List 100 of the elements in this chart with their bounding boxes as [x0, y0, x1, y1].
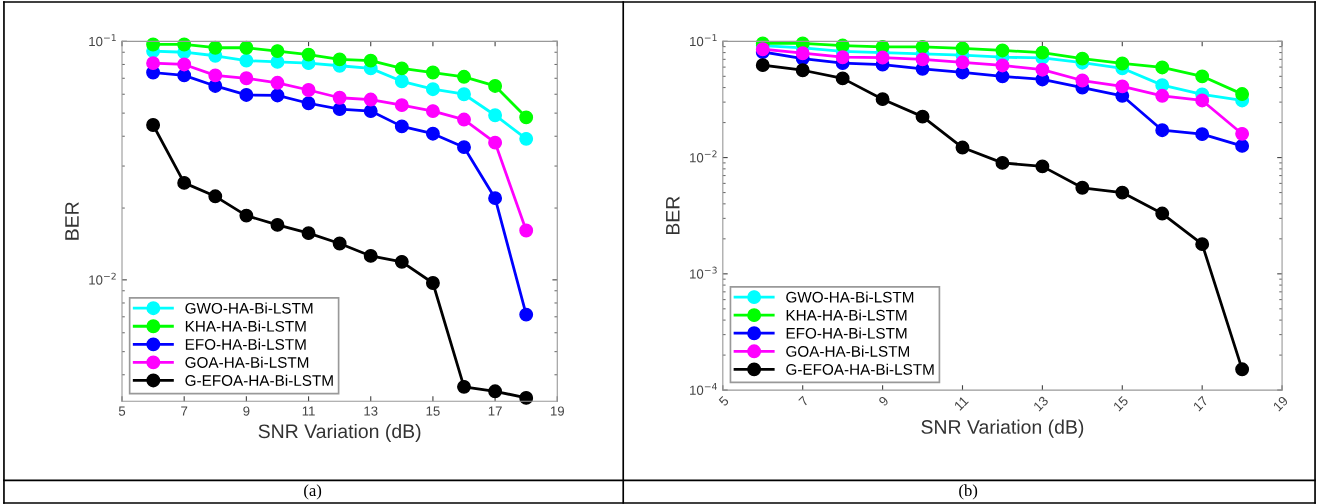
x-tick-label: 11: [302, 406, 315, 416]
point: [457, 112, 471, 127]
point: [795, 46, 810, 61]
point: [1035, 45, 1050, 60]
legend-label: KHA-HA-Bi-LSTM: [786, 309, 907, 321]
point: [915, 109, 930, 124]
point: [519, 223, 534, 238]
point: [755, 58, 770, 73]
point: [519, 110, 534, 125]
x-tick-label: 13: [364, 406, 378, 416]
point: [1235, 87, 1250, 101]
point: [239, 71, 254, 86]
legend-label: G-EFOA-HA-Bi-LSTM: [185, 374, 333, 386]
point: [1115, 185, 1130, 200]
point: [394, 74, 409, 89]
point: [1195, 127, 1210, 142]
x-tick-label: 15: [1112, 395, 1129, 412]
point: [457, 69, 471, 84]
point: [1155, 60, 1170, 75]
point: [363, 53, 378, 68]
point: [1235, 126, 1250, 141]
point: [1235, 138, 1250, 153]
x-axis-title: SNR Variation (dB): [258, 423, 421, 443]
point: [146, 118, 161, 132]
point: [457, 140, 471, 155]
point: [363, 104, 378, 119]
point: [394, 61, 409, 76]
x-tick-label: 19: [550, 406, 564, 416]
point: [488, 191, 503, 206]
x-tick-label: 11: [953, 395, 969, 411]
y-tick-label: 10$^{−1}$: [89, 34, 116, 47]
point: [301, 47, 316, 62]
point: [270, 88, 285, 103]
x-tick-label: 7: [181, 406, 188, 416]
point: [1195, 93, 1210, 108]
legend-label: KHA-HA-Bi-LSTM: [185, 320, 306, 332]
point: [394, 119, 409, 134]
point: [394, 98, 409, 113]
point: [425, 104, 440, 119]
y-tick-label: 10$^{−2}$: [89, 272, 116, 285]
legend-label: G-EFOA-HA-Bi-LSTM: [786, 363, 934, 375]
legend-label: EFO-HA-Bi-LSTM: [185, 338, 306, 350]
y-tick-label: 10$^{−4}$: [690, 383, 717, 395]
text: (b): [959, 484, 978, 500]
point: [177, 57, 192, 72]
point: [363, 248, 378, 263]
y-tick-label: 10$^{−1}$: [690, 34, 717, 47]
point: [955, 140, 970, 155]
point: [239, 87, 254, 102]
point: [363, 92, 378, 107]
point: [177, 175, 192, 190]
point: [995, 58, 1010, 73]
x-axis-title: SNR Variation (dB): [921, 419, 1084, 438]
legend-label: GOA-HA-Bi-LSTM: [185, 356, 309, 368]
point: [1075, 73, 1090, 88]
point: [1035, 62, 1050, 77]
point: [425, 82, 440, 97]
point: [332, 236, 347, 251]
point: [1075, 51, 1090, 66]
x-tick-label: 7: [798, 395, 809, 407]
point: [208, 40, 223, 55]
point: [239, 40, 254, 55]
point: [955, 55, 970, 70]
point: [425, 126, 440, 141]
point: [1195, 69, 1210, 84]
x-tick-label: 13: [1032, 395, 1049, 412]
point: [519, 131, 534, 146]
point: [995, 155, 1010, 170]
point: [301, 226, 316, 241]
legend-label: GOA-HA-Bi-LSTM: [786, 345, 909, 357]
point: [146, 56, 161, 71]
point: [488, 384, 503, 399]
point: [488, 108, 503, 123]
y-tick-label: 10$^{−2}$: [690, 150, 717, 163]
y-tick-label: 10$^{−3}$: [690, 266, 717, 279]
point: [270, 75, 285, 90]
point: [457, 379, 471, 394]
point: [1035, 159, 1050, 174]
y-axis-title: BER: [65, 202, 79, 240]
legend-label: GWO-HA-Bi-LSTM: [185, 302, 313, 314]
point: [1075, 180, 1090, 195]
point: [270, 217, 285, 232]
point: [1195, 237, 1210, 252]
point: [835, 71, 850, 86]
point: [955, 41, 970, 56]
x-tick-label: 9: [878, 395, 890, 407]
x-tick-label: 5: [118, 406, 126, 416]
x-tick-label: 5: [718, 395, 730, 407]
point: [332, 52, 347, 67]
point: [239, 208, 254, 223]
point: [795, 63, 810, 78]
y-axis-title: BER: [666, 196, 680, 235]
point: [270, 44, 285, 59]
point: [995, 43, 1010, 58]
point: [332, 90, 347, 105]
point: [301, 96, 316, 111]
legend-label: EFO-HA-Bi-LSTM: [786, 327, 907, 339]
point: [208, 68, 223, 83]
point: [875, 92, 890, 107]
point: [1115, 56, 1130, 71]
